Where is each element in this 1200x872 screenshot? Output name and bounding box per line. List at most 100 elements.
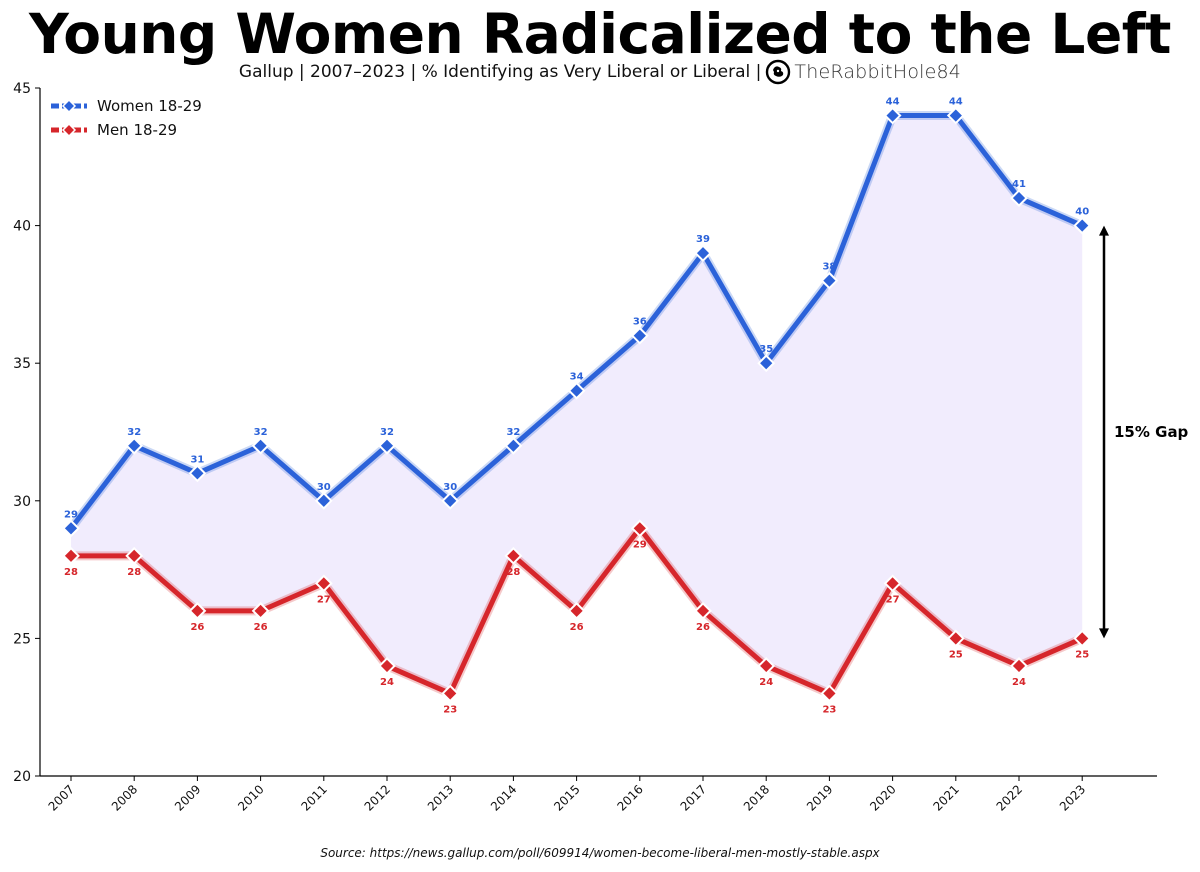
men-point	[883, 574, 902, 593]
x-tick-label: 2023	[1057, 782, 1088, 813]
women-data-label: 30	[443, 482, 457, 493]
y-tick-label: 30	[13, 494, 31, 510]
women-point	[314, 491, 333, 510]
women-point	[757, 354, 776, 373]
men-point	[820, 684, 839, 703]
gap-fill-area	[71, 115, 1083, 694]
brand-text: TheRabbitHole84	[794, 61, 962, 83]
men-data-label: 26	[570, 622, 584, 633]
women-data-label: 32	[127, 427, 141, 438]
x-tick-label: 2020	[867, 782, 898, 813]
men-data-label: 29	[633, 539, 647, 550]
women-point	[567, 381, 586, 400]
women-point	[630, 326, 649, 345]
legend-label: Men 18-29	[97, 121, 177, 139]
women-data-label: 34	[570, 372, 584, 383]
women-data-label: 41	[1012, 179, 1026, 190]
x-tick-label: 2010	[235, 782, 266, 813]
x-tick-label: 2008	[109, 782, 140, 813]
x-tick-label: 2019	[804, 782, 835, 813]
x-tick-label: 2021	[930, 782, 961, 813]
data-labels-layer: 29 32 31 32 30 32 30 32 34 36 39 35 38 44 44 41 40 28 28 26…	[64, 97, 1089, 716]
x-tick-label: 2007	[46, 782, 77, 813]
men-data-label: 28	[64, 567, 78, 578]
women-point	[694, 244, 712, 263]
women-data-label: 38	[822, 262, 836, 273]
women-data-label: 32	[506, 427, 520, 438]
legend-marker	[61, 122, 77, 138]
legend-label: Women 18-29	[97, 97, 202, 115]
chart-subtitle: Gallup | 2007–2023 | % Identifying as Ve…	[238, 62, 762, 82]
brand: TheRabbitHole84	[765, 59, 961, 85]
men-point	[1010, 657, 1028, 675]
women-point	[441, 491, 460, 510]
men-point	[62, 546, 80, 565]
y-tick-label: 35	[13, 356, 31, 372]
women-data-label: 44	[949, 97, 963, 108]
women-data-label: 36	[633, 317, 647, 328]
men-data-label: 25	[1075, 649, 1089, 660]
men-data-label: 24	[759, 677, 773, 688]
source-note: Source: https://news.gallup.com/poll/609…	[320, 846, 880, 860]
chart-title: Young Women Radicalized to the Left	[29, 2, 1171, 66]
men-point	[125, 546, 144, 565]
x-tick-label: 2016	[614, 782, 645, 813]
men-point	[251, 601, 270, 620]
women-point	[188, 464, 207, 483]
men-point	[188, 601, 207, 620]
men-data-label: 28	[127, 567, 141, 578]
women-point	[946, 106, 965, 125]
y-tick-label: 40	[13, 219, 31, 235]
men-data-label: 26	[696, 622, 710, 633]
x-tick-label: 2018	[741, 782, 772, 813]
y-tick-label: 20	[13, 769, 31, 785]
men-point	[1073, 629, 1092, 648]
women-data-label: 29	[64, 509, 78, 520]
men-data-label: 28	[506, 567, 520, 578]
legend: Women 18-29 Men 18-29	[51, 97, 202, 139]
gap-label: 15% Gap	[1114, 423, 1189, 441]
y-tick-label: 25	[13, 631, 31, 647]
women-point	[62, 519, 80, 538]
women-point	[125, 436, 144, 455]
x-tick-label: 2013	[425, 782, 456, 813]
men-data-label: 27	[317, 594, 331, 605]
gap-annotation: 15% Gap	[1099, 225, 1189, 639]
x-tick-label: 2009	[172, 782, 203, 813]
men-data-label: 23	[443, 704, 457, 715]
x-tick-label: 2014	[488, 782, 519, 813]
men-point	[946, 629, 965, 648]
men-data-label: 26	[190, 622, 204, 633]
men-point	[441, 684, 460, 703]
women-point	[1010, 189, 1028, 207]
women-point	[820, 271, 839, 290]
women-data-label: 32	[380, 427, 394, 438]
women-data-label: 40	[1075, 207, 1089, 218]
gap-fill-layer	[71, 115, 1083, 694]
x-tick-label: 2017	[678, 782, 709, 813]
women-point	[251, 436, 270, 455]
women-point	[504, 436, 523, 455]
men-data-label: 25	[949, 649, 963, 660]
legend-marker	[61, 98, 77, 114]
women-data-label: 32	[254, 427, 268, 438]
x-tick-label: 2011	[298, 782, 329, 813]
men-data-label: 24	[380, 677, 394, 688]
women-data-label: 35	[759, 344, 773, 355]
men-data-label: 23	[822, 704, 836, 715]
gap-arrow-head-down	[1099, 628, 1109, 639]
men-point	[504, 546, 523, 565]
women-point	[378, 436, 396, 455]
men-data-label: 24	[1012, 677, 1026, 688]
subtitle-row: Gallup | 2007–2023 | % Identifying as Ve…	[0, 58, 1200, 86]
x-tick-label: 2012	[362, 782, 393, 813]
men-data-label: 26	[254, 622, 268, 633]
women-data-label: 44	[886, 97, 900, 108]
women-point	[1073, 216, 1092, 235]
men-point	[630, 519, 649, 538]
women-data-label: 39	[696, 234, 710, 245]
men-point	[314, 574, 333, 593]
men-point	[757, 657, 776, 675]
y-tick-label: 45	[13, 81, 31, 97]
men-point	[378, 657, 396, 675]
